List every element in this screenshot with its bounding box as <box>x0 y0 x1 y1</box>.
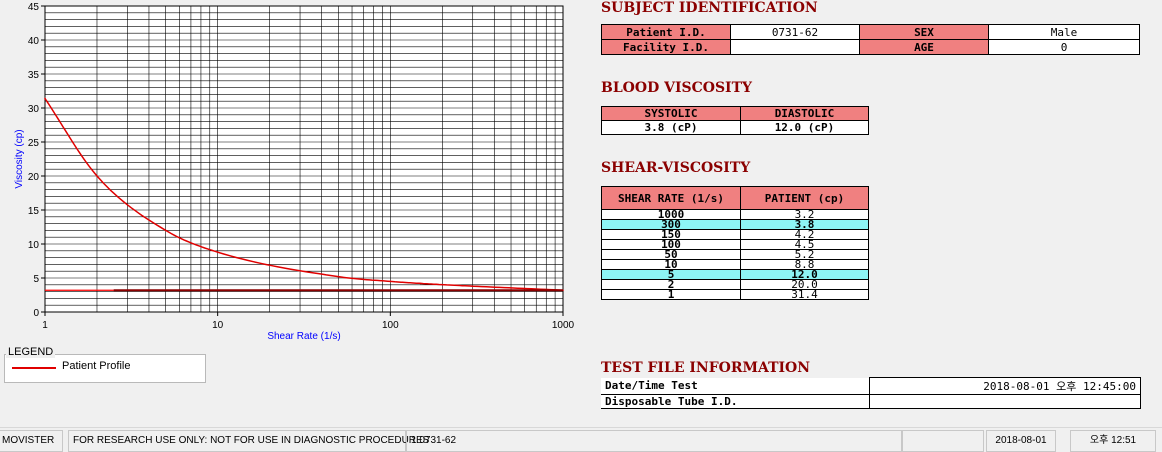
patient-profile-point <box>216 251 219 253</box>
datetime-value: 2018-08-01 오후 12:45:00 <box>869 377 1141 395</box>
tube-id-value <box>869 394 1141 409</box>
shear-table-row: 50 5.2 <box>601 249 869 260</box>
shear-table-row: 1 31.4 <box>601 289 869 300</box>
legend-line-swatch <box>12 367 56 369</box>
patient-profile-point <box>337 275 340 278</box>
patient-profile-point <box>164 229 167 232</box>
age-value: 0 <box>988 39 1140 55</box>
y-tick-label: 40 <box>28 36 40 47</box>
y-axis-label: Viscosity (cp) <box>14 129 25 188</box>
patient-profile-point <box>44 97 46 100</box>
patient-profile-point <box>96 175 98 177</box>
y-tick-label: 25 <box>28 138 40 149</box>
viscosity-chart-panel: 0 5 10 15 20 25 30 35 40 45 1 10 100 1000 Shear Rate (… <box>0 0 590 343</box>
y-tick-label: 45 <box>28 2 40 13</box>
x-axis-label: Shear Rate (1/s) <box>267 331 340 342</box>
patient-id-label: Patient I.D. <box>601 24 731 40</box>
shear-viscosity-table: SHEAR RATE (1/s) PATIENT (cp) 1000 3.2 300… <box>601 186 869 300</box>
systolic-value: 3.8 (cP) <box>601 120 741 135</box>
shear-table-row: 10 8.8 <box>601 259 869 270</box>
status-research-notice: FOR RESEARCH USE ONLY: NOT FOR USE IN DI… <box>68 430 429 452</box>
facility-id-label: Facility I.D. <box>601 39 731 55</box>
y-tick-label: 10 <box>28 240 40 251</box>
shear-rate-cell: 1 <box>601 289 741 300</box>
tube-id-label: Disposable Tube I.D. <box>601 394 870 409</box>
y-tick-label: 35 <box>28 70 40 81</box>
shear-table-row: 1000 3.2 <box>601 209 869 220</box>
datetime-label: Date/Time Test <box>601 377 870 395</box>
status-bar: MOVISTER FOR RESEARCH USE ONLY: NOT FOR … <box>0 427 1162 452</box>
patient-cp-cell: 31.4 <box>740 289 869 300</box>
status-date: 2018-08-01 <box>986 430 1056 452</box>
sex-value: Male <box>988 24 1140 40</box>
x-tick-label: 10 <box>212 320 224 331</box>
x-tick-label: 100 <box>382 320 399 331</box>
status-patient: 1 0731-62 <box>406 430 902 452</box>
shear-table-row: 2 20.0 <box>601 279 869 290</box>
shear-section-title: SHEAR-VISCOSITY <box>601 160 751 176</box>
shear-table-row: 300 3.8 <box>601 219 869 230</box>
patient-id-value: 0731-62 <box>730 24 860 40</box>
subject-table: Patient I.D. 0731-62 SEX Male Facility I… <box>601 24 1140 55</box>
y-tick-label: 15 <box>28 206 40 217</box>
shear-table-row: 150 4.2 <box>601 229 869 240</box>
patient-cp-header: PATIENT (cp) <box>740 186 869 210</box>
age-label: AGE <box>859 39 989 55</box>
blood-section-title: BLOOD VISCOSITY <box>601 80 753 96</box>
shear-rate-header: SHEAR RATE (1/s) <box>601 186 741 210</box>
status-empty-cell <box>902 430 984 452</box>
sex-label: SEX <box>859 24 989 40</box>
legend-item-label: Patient Profile <box>62 360 131 372</box>
x-tick-label: 1000 <box>552 320 575 331</box>
testfile-section-title: TEST FILE INFORMATION <box>601 360 811 376</box>
legend-title: LEGEND <box>6 346 56 358</box>
status-time: 오후 12:51 <box>1070 430 1156 452</box>
y-tick-label: 0 <box>33 308 39 319</box>
y-tick-label: 5 <box>33 274 39 285</box>
shear-table-row: 5 12.0 <box>601 269 869 280</box>
y-tick-label: 30 <box>28 104 40 115</box>
blood-viscosity-table: SYSTOLIC DIASTOLIC 3.8 (cP) 12.0 (cP) <box>601 106 869 135</box>
x-tick-label: 1 <box>42 320 48 331</box>
patient-profile-point <box>389 280 392 283</box>
diastolic-value: 12.0 (cP) <box>740 120 869 135</box>
facility-id-value <box>730 39 860 55</box>
testfile-table: Date/Time Test 2018-08-01 오후 12:45:00 Di… <box>601 377 1141 409</box>
shear-table-row: 100 4.5 <box>601 239 869 250</box>
subject-section-title: SUBJECT IDENTIFICATION <box>601 0 818 16</box>
y-tick-label: 20 <box>28 172 40 183</box>
plot-area <box>44 5 564 313</box>
viscosity-chart: 0 5 10 15 20 25 30 35 40 45 1 10 100 1000 Shear Rate (… <box>14 2 575 342</box>
patient-profile-point <box>471 285 474 287</box>
patient-profile-point <box>419 282 422 285</box>
systolic-label: SYSTOLIC <box>601 106 741 121</box>
diastolic-label: DIASTOLIC <box>740 106 869 121</box>
status-app-name: MOVISTER <box>0 430 63 452</box>
